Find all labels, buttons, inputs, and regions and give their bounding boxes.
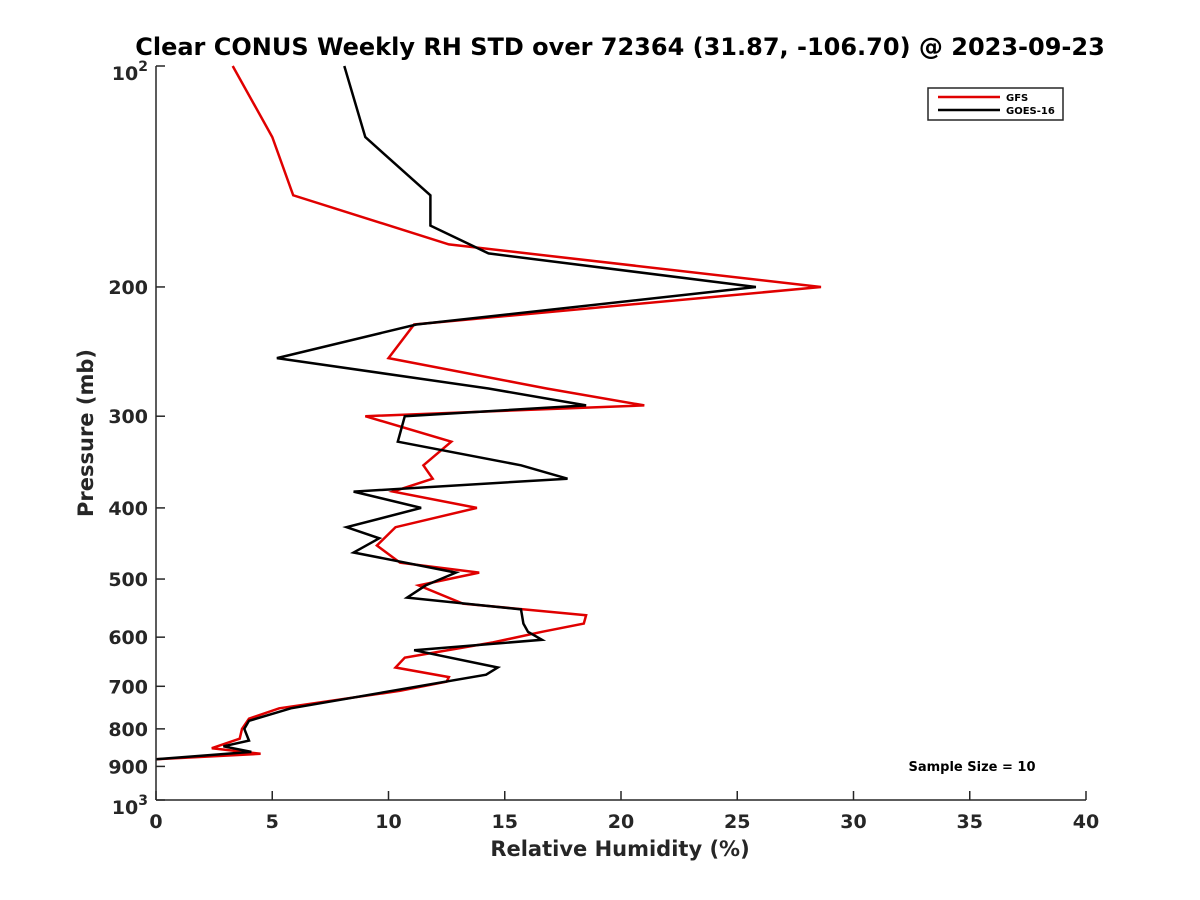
chart-title: Clear CONUS Weekly RH STD over 72364 (31… xyxy=(135,33,1105,61)
y-tick-label: 700 xyxy=(108,676,148,698)
x-tick-label: 30 xyxy=(840,811,866,833)
x-tick-label: 20 xyxy=(608,811,634,833)
y-tick-label: 600 xyxy=(108,627,148,649)
axes: 0 5 10 15 20 25 30 35 40 102 200 300 400 500 600 700 800… xyxy=(108,59,1099,833)
y-tick-label: 400 xyxy=(108,498,148,520)
y-tick-label: 200 xyxy=(108,277,148,299)
x-tick-label: 35 xyxy=(957,811,983,833)
legend: GFS GOES-16 xyxy=(927,87,1064,121)
x-tick-label: 15 xyxy=(492,811,518,833)
plot-lines xyxy=(155,65,822,761)
legend-label-gfs: GFS xyxy=(1006,93,1028,104)
y-tick-label: 102 xyxy=(112,59,148,85)
y-tick-label: 300 xyxy=(108,406,148,428)
y-tick-label: 900 xyxy=(108,756,148,778)
legend-label-goes16: GOES-16 xyxy=(1006,106,1055,117)
y-tick-label: 500 xyxy=(108,569,148,591)
x-tick-label: 5 xyxy=(266,811,279,833)
x-tick-label: 25 xyxy=(724,811,750,833)
y-tick-label: 800 xyxy=(108,719,148,741)
y-axis-label: Pressure (mb) xyxy=(74,349,98,517)
x-tick-label: 0 xyxy=(149,811,162,833)
series-line-gfs xyxy=(155,65,822,761)
series-line-goes-16 xyxy=(155,65,757,761)
y-tick-label: 103 xyxy=(112,793,148,819)
x-axis-label: Relative Humidity (%) xyxy=(490,837,749,861)
legend-box xyxy=(927,87,1064,121)
sample-size-annotation: Sample Size = 10 xyxy=(908,760,1035,775)
x-tick-label: 40 xyxy=(1073,811,1099,833)
x-tick-label: 10 xyxy=(375,811,401,833)
